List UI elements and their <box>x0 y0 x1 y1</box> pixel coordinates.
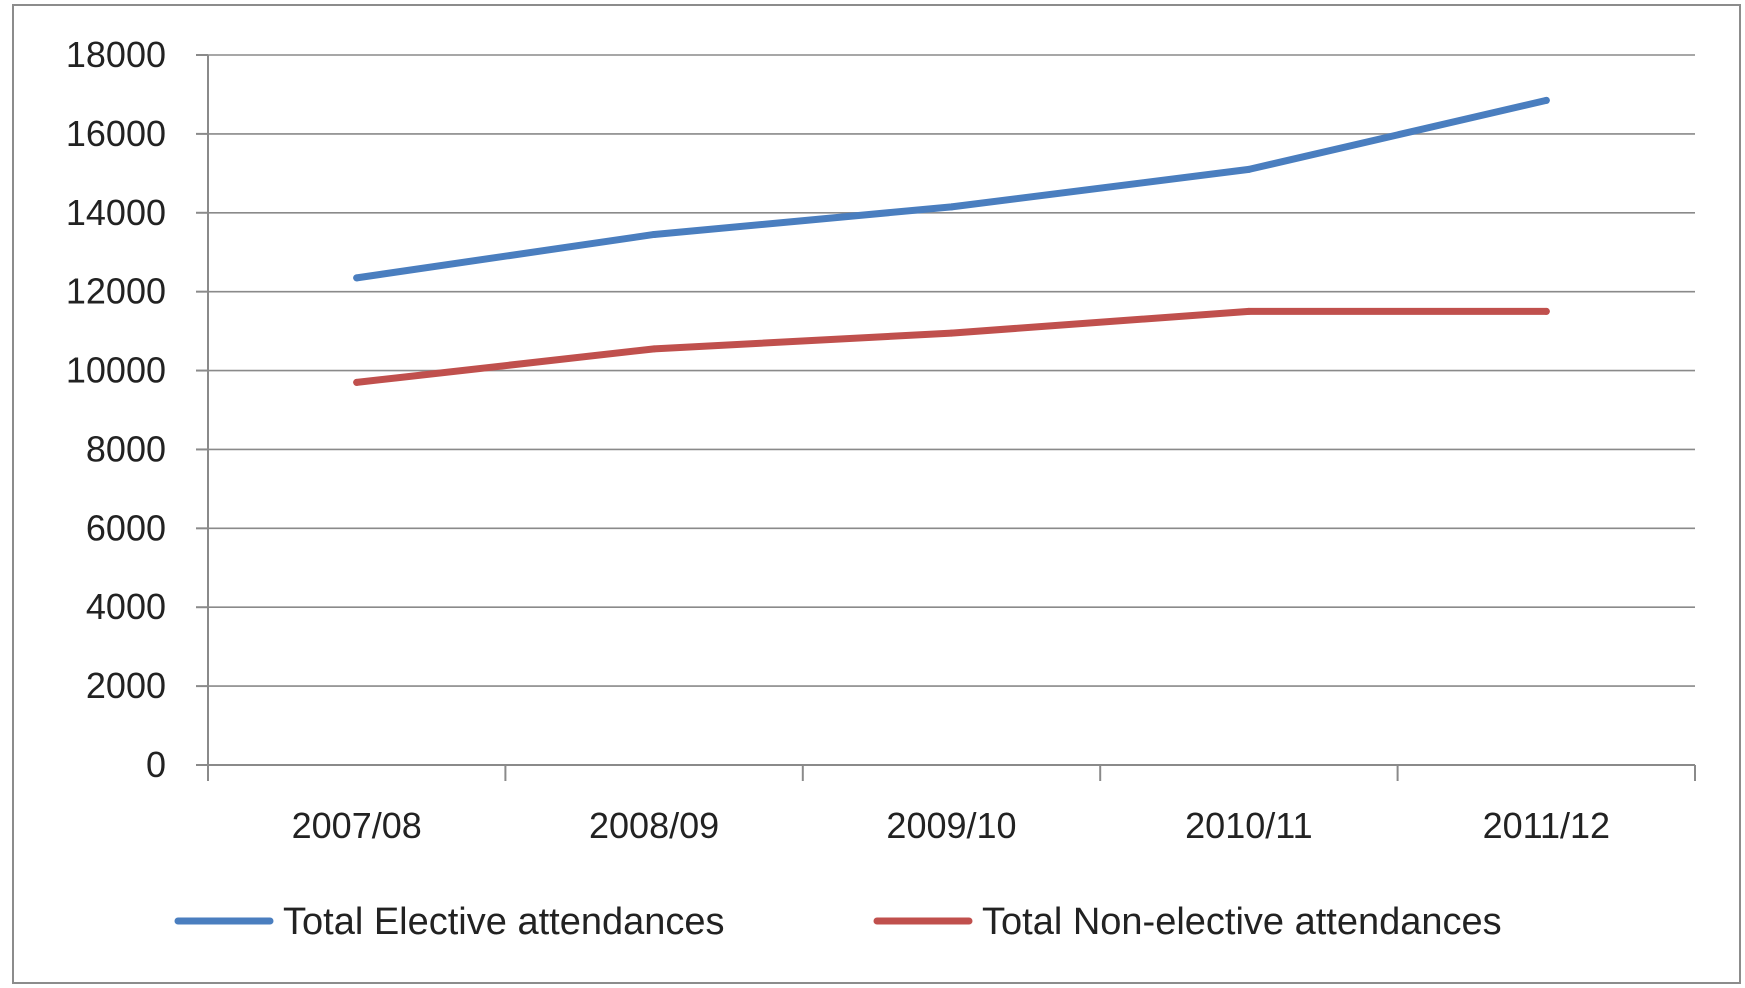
series-1-point <box>948 203 955 211</box>
gridlines <box>208 54 1695 687</box>
legend-label-1: Total Elective attendances <box>283 901 725 943</box>
axes <box>196 54 1696 781</box>
y-tick-label: 10000 <box>66 350 166 391</box>
x-tick-label: 2007/08 <box>292 805 422 846</box>
series-2-point <box>1542 307 1550 315</box>
series-2-point <box>948 329 955 337</box>
y-tick-label: 2000 <box>86 665 166 706</box>
y-tick-label: 16000 <box>66 113 166 154</box>
series-line-2 <box>353 307 1550 386</box>
x-axis-tick-labels: 2007/08 2008/09 2009/10 2010/11 2011/12 <box>292 805 1610 846</box>
x-tick-label: 2009/10 <box>886 805 1016 846</box>
series-1-point <box>1245 165 1253 173</box>
y-tick-label: 12000 <box>66 271 166 312</box>
y-tick-label: 6000 <box>86 507 166 548</box>
y-tick-label: 14000 <box>66 192 166 233</box>
x-tick-label: 2008/09 <box>589 805 719 846</box>
series-1-point <box>353 274 361 282</box>
series-1-point <box>1542 96 1550 104</box>
series-2-point <box>650 345 658 353</box>
legend-label-2: Total Non-elective attendances <box>982 901 1502 943</box>
series-2-point <box>1245 307 1253 315</box>
y-tick-label: 8000 <box>86 428 166 469</box>
chart-frame <box>12 4 1741 984</box>
x-tick-label: 2010/11 <box>1185 805 1312 846</box>
y-tick-label: 18000 <box>66 34 166 75</box>
legend: Total Elective attendances Total Non-elec… <box>174 901 1502 943</box>
series-2-point <box>353 378 361 386</box>
y-axis-tick-labels: 0 2000 4000 6000 8000 10000 12000 14000 16000 180… <box>66 34 166 785</box>
data-series <box>353 96 1550 386</box>
y-tick-label: 4000 <box>86 586 166 627</box>
series-1-point <box>650 230 658 238</box>
series-line-1 <box>353 96 1550 282</box>
y-tick-label: 0 <box>146 744 166 785</box>
x-tick-label: 2011/12 <box>1483 805 1610 846</box>
